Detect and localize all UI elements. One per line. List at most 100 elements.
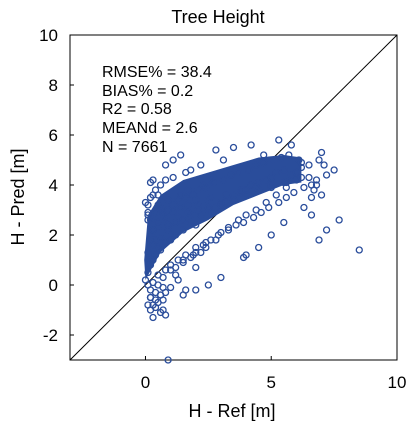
x-tick-label: 0 bbox=[141, 373, 150, 392]
scatter-point bbox=[177, 191, 185, 199]
scatter-point bbox=[192, 221, 200, 229]
scatter-point bbox=[282, 178, 290, 187]
scatter-point bbox=[272, 191, 280, 199]
scatter-point bbox=[217, 228, 225, 237]
scatter-point bbox=[217, 198, 225, 207]
scatter-point bbox=[267, 173, 275, 182]
scatter-point bbox=[307, 211, 316, 219]
scatter-point bbox=[161, 161, 170, 169]
scatter-point bbox=[237, 186, 245, 194]
scatter-point bbox=[164, 221, 172, 229]
scatter-point bbox=[202, 243, 210, 252]
scatter-point bbox=[280, 218, 288, 227]
x-axis-title: H - Ref [m] bbox=[188, 401, 275, 421]
scatter-point bbox=[275, 136, 283, 144]
scatter-point bbox=[161, 266, 170, 274]
scatter-point bbox=[260, 151, 268, 159]
scatter-point bbox=[282, 193, 290, 202]
stat-rmse: RMSE% = 38.4 bbox=[102, 64, 212, 81]
scatter-point bbox=[184, 208, 192, 217]
scatter-point bbox=[267, 183, 275, 192]
scatter-point bbox=[177, 151, 185, 159]
scatter-point bbox=[260, 158, 268, 167]
scatter-point bbox=[227, 171, 235, 179]
scatter-point bbox=[287, 141, 296, 149]
scatter-point bbox=[144, 248, 152, 257]
scatter-point bbox=[204, 196, 212, 204]
scatter-point bbox=[156, 181, 165, 189]
scatter-point bbox=[252, 161, 260, 169]
scatter-point bbox=[179, 258, 187, 267]
scatter-point bbox=[146, 293, 155, 302]
scatter-point bbox=[182, 168, 190, 177]
scatter-point bbox=[184, 201, 192, 209]
scatter-points bbox=[141, 136, 363, 364]
scatter-point bbox=[239, 253, 248, 262]
scatter-point bbox=[194, 206, 202, 214]
scatter-point bbox=[277, 153, 285, 162]
scatter-point bbox=[151, 208, 160, 217]
scatter-point bbox=[194, 186, 202, 194]
scatter-point bbox=[222, 191, 230, 199]
scatter-point bbox=[322, 226, 331, 234]
scatter-point bbox=[179, 291, 187, 299]
scatter-point bbox=[305, 173, 313, 182]
scatter-point bbox=[307, 193, 316, 202]
scatter-point bbox=[229, 196, 238, 204]
scatter-point bbox=[207, 176, 215, 184]
y-tick-label: 6 bbox=[49, 126, 58, 145]
scatter-point bbox=[164, 356, 172, 364]
scatter-point bbox=[166, 283, 175, 292]
scatter-point bbox=[300, 203, 308, 212]
scatter-point bbox=[267, 231, 275, 239]
stat-n: N = 7661 bbox=[102, 139, 167, 156]
scatter-point bbox=[315, 156, 323, 164]
scatter-point bbox=[219, 156, 228, 164]
scatter-point bbox=[275, 198, 283, 207]
scatter-point bbox=[164, 226, 172, 234]
scatter-point bbox=[242, 211, 250, 219]
y-axis-title: H - Pred [m] bbox=[8, 148, 28, 245]
plot-area-frame bbox=[69, 34, 398, 361]
scatter-point bbox=[247, 141, 255, 149]
scatter-point bbox=[300, 183, 308, 192]
scatter-point bbox=[164, 196, 172, 204]
scatter-point bbox=[146, 178, 155, 187]
scatter-point bbox=[154, 298, 162, 307]
scatter-point bbox=[297, 163, 306, 172]
scatter-point bbox=[171, 231, 180, 239]
stat-bias: BIAS% = 0.2 bbox=[102, 83, 193, 100]
scatter-point bbox=[179, 226, 187, 234]
scatter-point bbox=[184, 186, 192, 194]
chart-title: Tree Height bbox=[171, 7, 264, 27]
scatter-point bbox=[144, 268, 152, 277]
scatter-point bbox=[355, 246, 363, 254]
scatter-point bbox=[149, 191, 157, 199]
stat-meand: MEANd = 2.6 bbox=[102, 120, 198, 137]
scatter-point bbox=[159, 273, 167, 282]
scatter-point bbox=[151, 236, 160, 244]
scatter-point bbox=[282, 183, 290, 192]
scatter-point bbox=[146, 216, 155, 224]
scatter-point bbox=[317, 191, 326, 199]
scatter-point bbox=[252, 206, 260, 214]
scatter-point bbox=[249, 213, 258, 222]
scatter-point bbox=[292, 168, 301, 177]
scatter-point bbox=[244, 166, 253, 174]
scatter-point bbox=[204, 281, 212, 289]
scatter-point bbox=[242, 186, 250, 194]
scatter-point bbox=[146, 256, 155, 264]
y-tick-label: 0 bbox=[49, 276, 58, 295]
scatter-point bbox=[154, 218, 162, 227]
scatter-point bbox=[234, 216, 243, 224]
scatter-point bbox=[262, 198, 270, 207]
scatter-point bbox=[144, 208, 152, 217]
scatter-point bbox=[207, 236, 215, 244]
scatter-point bbox=[272, 168, 280, 177]
scatter-point bbox=[312, 181, 321, 189]
scatter-point bbox=[255, 243, 263, 252]
scatter-point bbox=[192, 263, 200, 272]
scatter-point bbox=[285, 151, 293, 159]
scatter-point bbox=[192, 286, 200, 294]
scatter-point bbox=[179, 256, 187, 264]
